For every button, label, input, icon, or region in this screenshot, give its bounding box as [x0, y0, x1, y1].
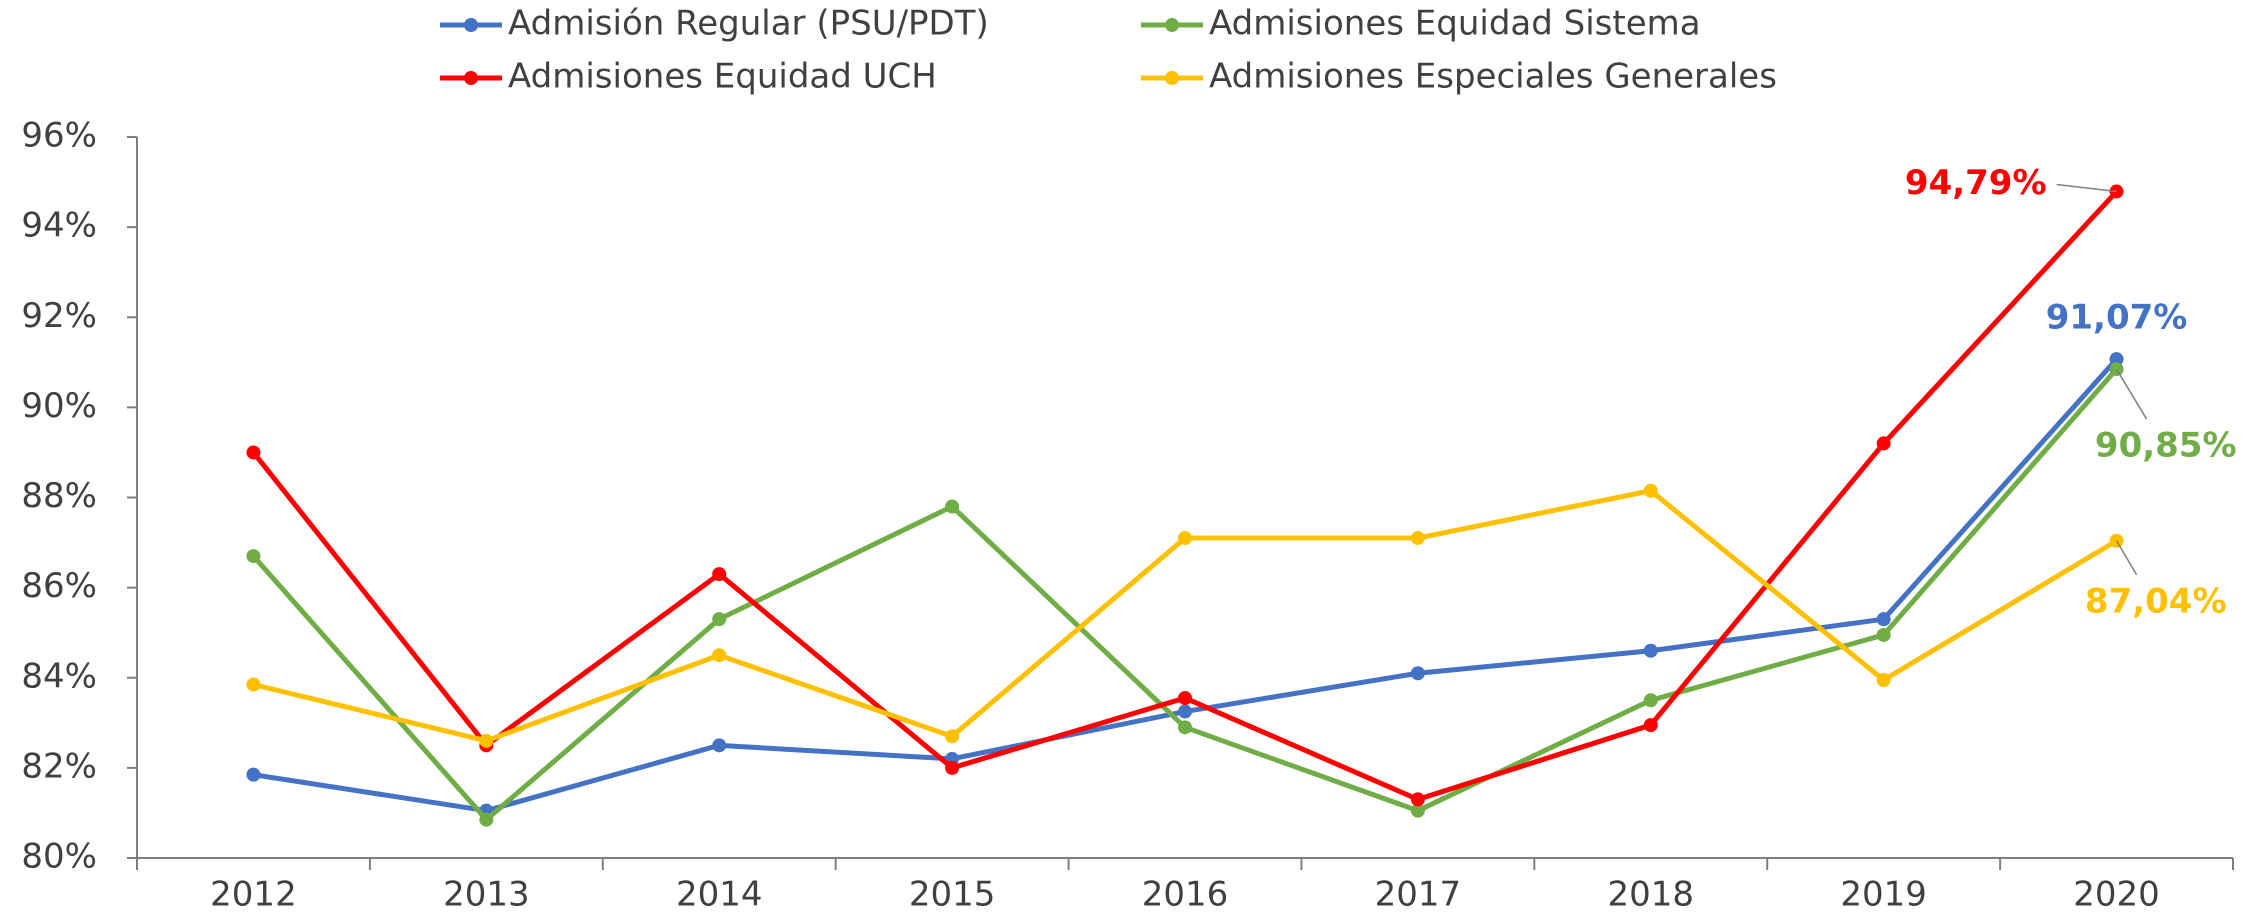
- data-point: [712, 612, 727, 627]
- data-point: [945, 499, 960, 514]
- series-line: [253, 357, 2119, 814]
- data-point: [2109, 352, 2124, 367]
- y-tick-label: 82%: [21, 746, 97, 786]
- data-point: [1410, 792, 1425, 807]
- series-line: [251, 367, 2119, 823]
- legend-marker: [464, 71, 478, 85]
- x-tick-label: 2019: [1840, 875, 1927, 913]
- data-label: 90,85%: [2095, 426, 2237, 466]
- data-point: [1643, 718, 1658, 733]
- legend-marker: [1165, 18, 1179, 32]
- y-tick-label: 84%: [21, 656, 97, 696]
- data-point: [1410, 666, 1425, 681]
- data-point: [479, 733, 494, 748]
- y-tick-label: 90%: [21, 386, 97, 426]
- data-point: [1643, 483, 1658, 498]
- data-point: [1178, 720, 1192, 735]
- leader-line: [2056, 183, 2117, 193]
- x-tick-label: 2017: [1375, 875, 1462, 913]
- y-tick-label: 86%: [21, 566, 97, 606]
- x-tick-label: 2018: [1608, 875, 1695, 913]
- leader-line: [2115, 540, 2138, 576]
- data-point: [712, 738, 727, 753]
- x-tick-label: 2014: [676, 875, 763, 913]
- data-point: [1178, 691, 1192, 706]
- data-label: 87,04%: [2085, 581, 2227, 621]
- y-tick-label: 92%: [21, 296, 97, 336]
- legend-marker: [1165, 71, 1179, 85]
- data-point: [1876, 612, 1891, 627]
- x-tick-label: 2016: [1142, 875, 1229, 913]
- data-point: [246, 767, 261, 782]
- x-tick-label: 2013: [443, 875, 530, 913]
- y-tick-label: 80%: [21, 837, 97, 877]
- data-point: [246, 445, 261, 460]
- data-label: 91,07%: [2046, 298, 2188, 338]
- data-point: [1410, 803, 1425, 818]
- x-tick-label: 2012: [210, 875, 297, 913]
- data-point: [945, 729, 960, 744]
- data-label: 94,79%: [1905, 163, 2047, 203]
- data-point: [479, 812, 494, 827]
- data-point: [1876, 627, 1891, 642]
- leader-line: [2115, 368, 2148, 420]
- data-point: [1876, 436, 1891, 451]
- y-tick-label: 94%: [21, 206, 97, 246]
- x-tick-label: 2020: [2073, 875, 2160, 913]
- y-tick-label: 96%: [21, 116, 97, 156]
- legend-marker: [464, 18, 478, 32]
- data-point: [246, 677, 261, 692]
- data-point: [712, 567, 727, 582]
- data-point: [1178, 704, 1192, 719]
- legend-label: Admisiones Equidad UCH: [508, 57, 937, 97]
- data-point: [712, 648, 727, 663]
- data-point: [246, 549, 261, 564]
- data-point: [1876, 673, 1891, 688]
- x-tick-label: 2015: [909, 875, 996, 913]
- data-point: [1178, 531, 1192, 546]
- legend-label: Admisiones Especiales Generales: [1209, 57, 1777, 97]
- data-point: [1643, 643, 1658, 658]
- data-point: [945, 760, 960, 775]
- y-tick-label: 88%: [21, 476, 97, 516]
- data-point: [1410, 531, 1425, 546]
- legend-label: Admisiones Equidad Sistema: [1209, 4, 1701, 44]
- legend-label: Admisión Regular (PSU/PDT): [508, 4, 989, 44]
- data-point: [1643, 693, 1658, 708]
